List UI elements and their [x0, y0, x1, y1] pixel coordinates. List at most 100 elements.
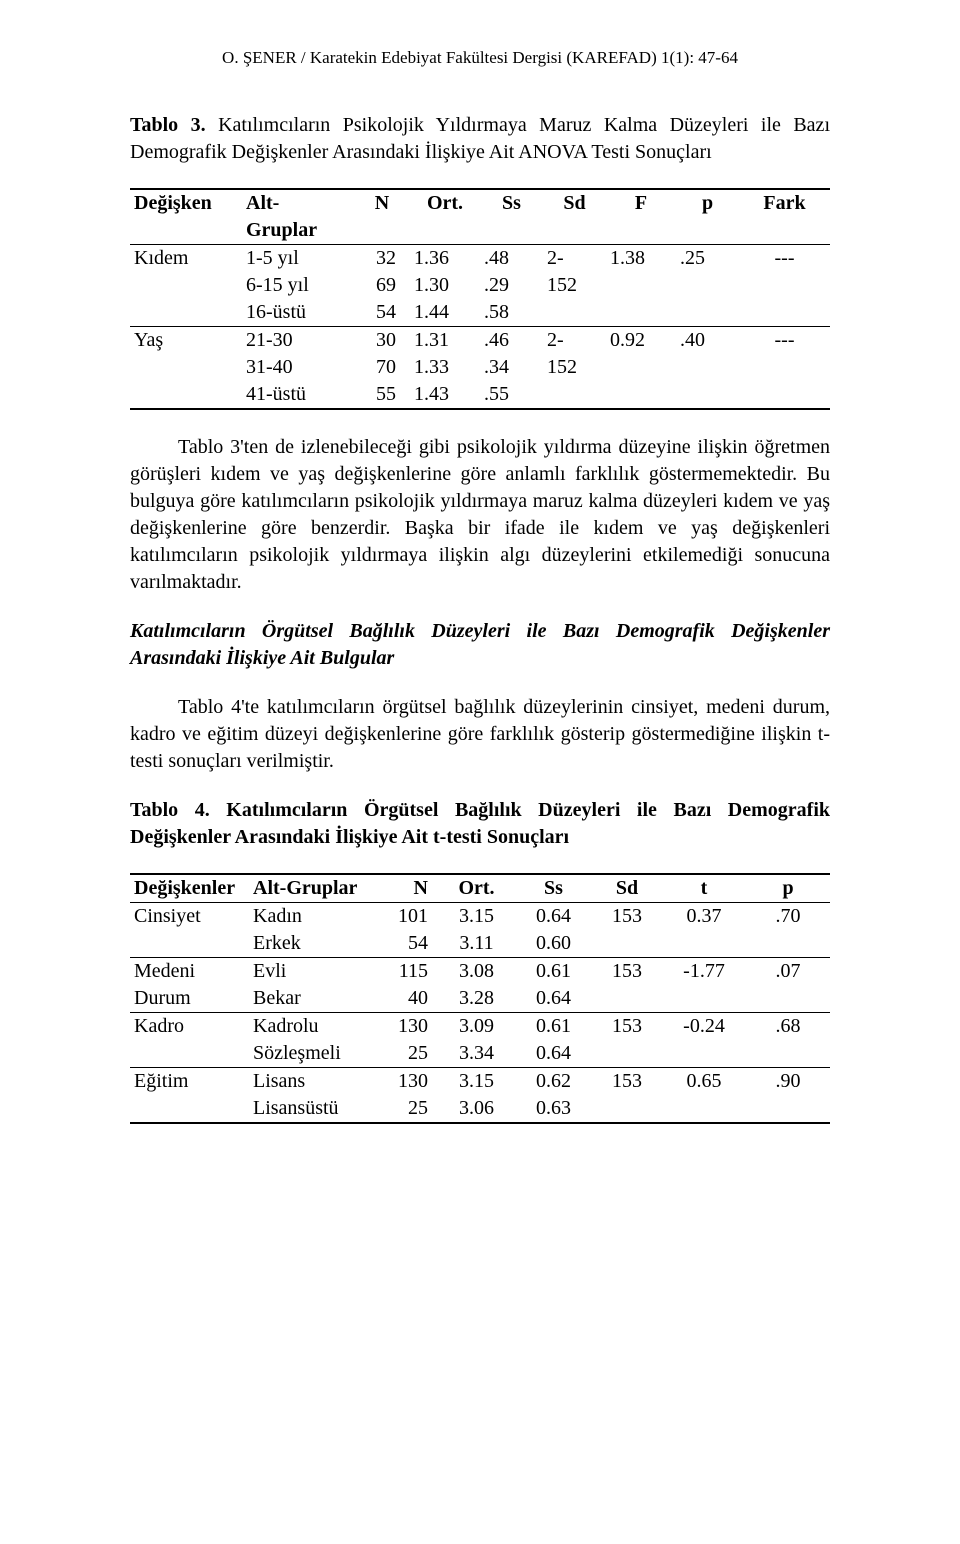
t3-h8: p	[676, 189, 739, 245]
running-head: O. ŞENER / Karatekin Edebiyat Fakültesi …	[130, 48, 830, 68]
t3-yas-r2-n: 70	[354, 354, 410, 381]
t3-kidem-r1-fark: ---	[739, 245, 830, 273]
t3-h9: Fark	[739, 189, 830, 245]
t4-kadro-r2-ort: 3.34	[438, 1040, 515, 1068]
t4-med-r1-ort: 3.08	[438, 958, 515, 986]
t4-eg-label: Eğitim	[130, 1068, 249, 1096]
t3-kidem-r3-ort: 1.44	[410, 299, 480, 327]
t4-med-r2-g: Bekar	[249, 985, 375, 1013]
t4-kadro-r1-ss: 0.61	[515, 1013, 592, 1041]
t3-yas-r3-n: 55	[354, 381, 410, 409]
t4-cins-r1-ort: 3.15	[438, 903, 515, 931]
t3-kidem-r3-g: 16-üstü	[242, 299, 354, 327]
t4-eg-r1-ss: 0.62	[515, 1068, 592, 1096]
t3-kidem-r1-n: 32	[354, 245, 410, 273]
paragraph-1: Tablo 3'ten de izlenebileceği gibi psiko…	[130, 434, 830, 596]
t4-med-r2-ss: 0.64	[515, 985, 592, 1013]
t3-yas-r2-ss: .34	[480, 354, 543, 381]
t3-yas-r3-ort: 1.43	[410, 381, 480, 409]
table4-caption-text: Katılımcıların Örgütsel Bağlılık Düzeyle…	[130, 799, 830, 848]
t3-kidem-r2-sd: 152	[543, 272, 606, 299]
t4-h1: Değişkenler	[130, 874, 249, 903]
t3-kidem-r1-g: 1-5 yıl	[242, 245, 354, 273]
t4-cins-r2-n: 54	[375, 930, 438, 958]
t4-med-r1-n: 115	[375, 958, 438, 986]
t4-kadro-r2-ss: 0.64	[515, 1040, 592, 1068]
t4-kadro-label: Kadro	[130, 1013, 249, 1041]
table3: Değişken Alt- N Ort. Ss Sd F p Fark Grup…	[130, 188, 830, 410]
t4-kadro-r1-n: 130	[375, 1013, 438, 1041]
t4-med-r2-n: 40	[375, 985, 438, 1013]
table4-caption: Tablo 4. Katılımcıların Örgütsel Bağlılı…	[130, 797, 830, 851]
t3-kidem-r1-p: .25	[676, 245, 739, 273]
t4-h7: t	[662, 874, 746, 903]
t4-eg-r2-ort: 3.06	[438, 1095, 515, 1123]
t4-eg-r1-n: 130	[375, 1068, 438, 1096]
t4-h6: Sd	[592, 874, 662, 903]
t4-h3: N	[375, 874, 438, 903]
t3-kidem-r2-ort: 1.30	[410, 272, 480, 299]
t4-cins-label: Cinsiyet	[130, 903, 249, 931]
t3-h7: F	[606, 189, 676, 245]
t3-yas-r1-f: 0.92	[606, 327, 676, 355]
t3-yas-r1-ss: .46	[480, 327, 543, 355]
t4-cins-r1-p: .70	[746, 903, 830, 931]
t3-h4: Ort.	[410, 189, 480, 245]
t4-eg-r1-ort: 3.15	[438, 1068, 515, 1096]
t3-kidem-r2-g: 6-15 yıl	[242, 272, 354, 299]
paragraph-2: Tablo 4'te katılımcıların örgütsel bağlı…	[130, 694, 830, 775]
t4-kadro-r1-sd: 153	[592, 1013, 662, 1041]
t3-kidem-r3-n: 54	[354, 299, 410, 327]
t4-eg-r2-g: Lisansüstü	[249, 1095, 375, 1123]
t3-yas-r2-sd: 152	[543, 354, 606, 381]
t3-kidem-r2-ss: .29	[480, 272, 543, 299]
t3-yas-r2-ort: 1.33	[410, 354, 480, 381]
t4-med-r1-t: -1.77	[662, 958, 746, 986]
t3-kidem-r1-ss: .48	[480, 245, 543, 273]
t3-kidem-r3-ss: .58	[480, 299, 543, 327]
t3-h5: Ss	[480, 189, 543, 245]
t3-h3: N	[354, 189, 410, 245]
t4-eg-r2-n: 25	[375, 1095, 438, 1123]
table3-caption-text: Katılımcıların Psikolojik Yıldırmaya Mar…	[130, 114, 830, 163]
t4-eg-r1-sd: 153	[592, 1068, 662, 1096]
t4-kadro-r2-n: 25	[375, 1040, 438, 1068]
t3-h2l2: Gruplar	[242, 217, 354, 245]
t4-cins-r2-ss: 0.60	[515, 930, 592, 958]
t4-eg-r1-g: Lisans	[249, 1068, 375, 1096]
t4-h8: p	[746, 874, 830, 903]
table4: Değişkenler Alt-Gruplar N Ort. Ss Sd t p…	[130, 873, 830, 1124]
t4-med-label2: Durum	[130, 985, 249, 1013]
t3-yas-r1-sd1: 2-	[543, 327, 606, 355]
t3-yas-r2-g: 31-40	[242, 354, 354, 381]
t4-eg-r1-t: 0.65	[662, 1068, 746, 1096]
t3-h2l1: Alt-	[242, 189, 354, 217]
t3-kidem-r1-sd1: 2-	[543, 245, 606, 273]
page: O. ŞENER / Karatekin Edebiyat Fakültesi …	[0, 0, 960, 1208]
t3-yas-label: Yaş	[130, 327, 242, 355]
t4-med-label1: Medeni	[130, 958, 249, 986]
t3-yas-r1-ort: 1.31	[410, 327, 480, 355]
t3-kidem-r1-ort: 1.36	[410, 245, 480, 273]
table4-label: Tablo 4.	[130, 799, 210, 821]
table3-caption: Tablo 3. Katılımcıların Psikolojik Yıldı…	[130, 112, 830, 166]
t4-cins-r2-ort: 3.11	[438, 930, 515, 958]
t4-med-r1-sd: 153	[592, 958, 662, 986]
t3-h1: Değişken	[130, 189, 242, 245]
t4-cins-r1-n: 101	[375, 903, 438, 931]
t3-yas-r3-ss: .55	[480, 381, 543, 409]
t4-h4: Ort.	[438, 874, 515, 903]
t4-med-r1-g: Evli	[249, 958, 375, 986]
t4-cins-r2-g: Erkek	[249, 930, 375, 958]
t3-kidem-r1-f: 1.38	[606, 245, 676, 273]
t4-kadro-r1-g: Kadrolu	[249, 1013, 375, 1041]
t3-kidem-r2-n: 69	[354, 272, 410, 299]
t4-h2: Alt-Gruplar	[249, 874, 375, 903]
t4-cins-r1-g: Kadın	[249, 903, 375, 931]
t4-cins-r1-ss: 0.64	[515, 903, 592, 931]
t3-yas-r3-g: 41-üstü	[242, 381, 354, 409]
t4-med-r2-ort: 3.28	[438, 985, 515, 1013]
subheading: Katılımcıların Örgütsel Bağlılık Düzeyle…	[130, 618, 830, 672]
t4-med-r1-ss: 0.61	[515, 958, 592, 986]
t4-kadro-r1-p: .68	[746, 1013, 830, 1041]
